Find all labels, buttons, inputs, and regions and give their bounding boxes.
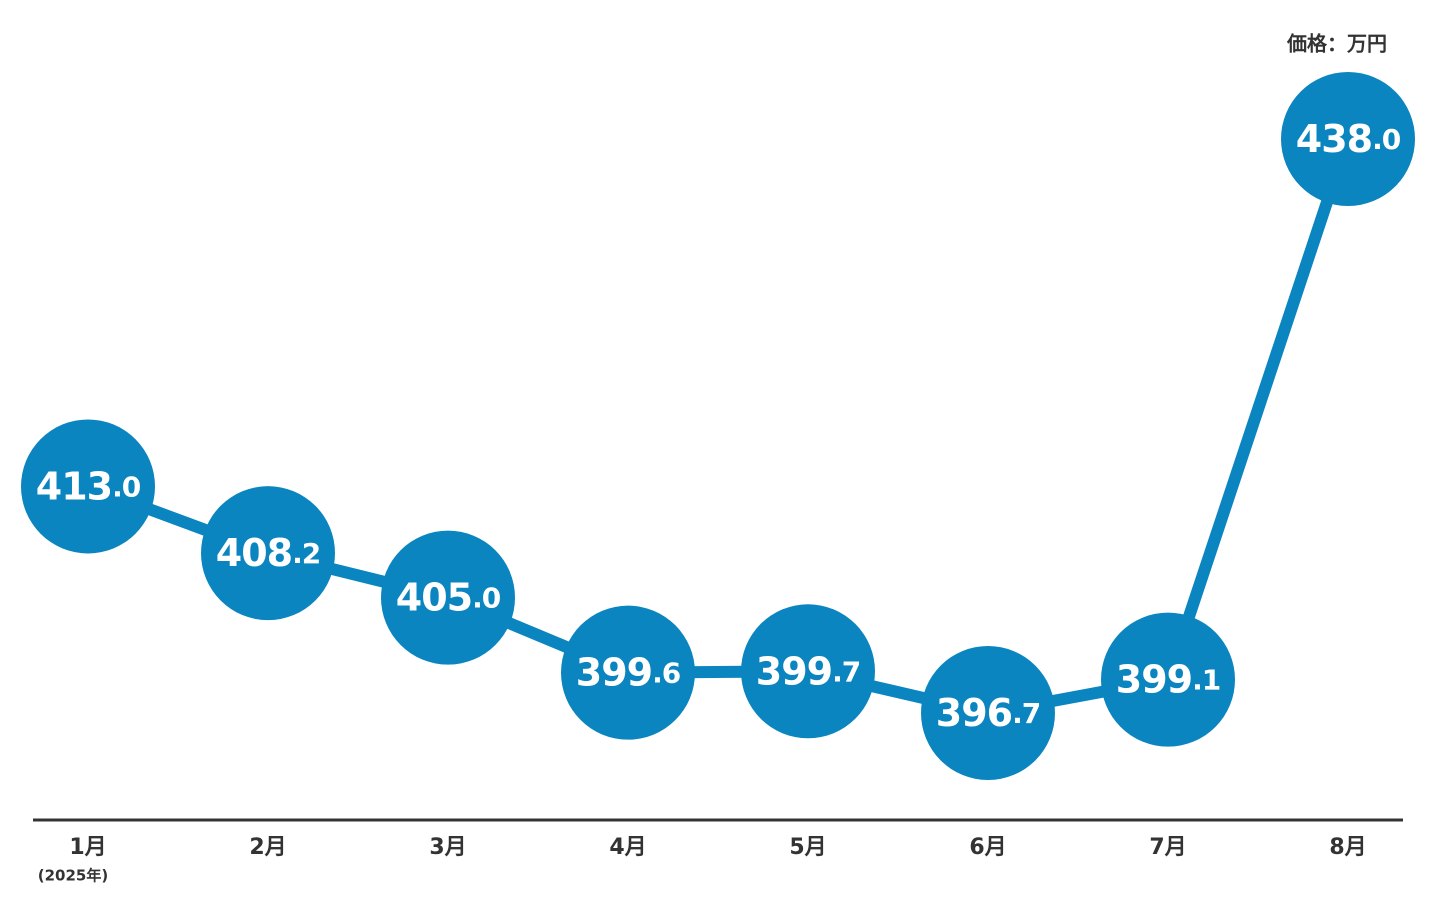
x-tick-label: 1月 — [69, 835, 106, 860]
value-label: 438.0 — [1296, 116, 1401, 160]
point — [921, 645, 1055, 780]
value-label: 405.0 — [396, 575, 501, 619]
x-tick-label: 5月 — [789, 835, 826, 860]
value-label: 399.6 — [576, 650, 680, 694]
point — [381, 530, 515, 665]
point — [561, 605, 695, 740]
value-label: 413.0 — [36, 464, 141, 508]
point — [201, 486, 335, 621]
x-tick-label: 2月 — [249, 835, 286, 860]
point — [1101, 612, 1235, 747]
x-tick-label: 4月 — [609, 835, 646, 860]
point — [741, 604, 875, 739]
point — [21, 419, 155, 554]
x-tick-label: 6月 — [969, 835, 1006, 860]
unit-label: 価格：万円 — [1286, 32, 1387, 56]
value-label: 399.7 — [756, 649, 860, 693]
value-label: 396.7 — [936, 690, 1040, 734]
x-tick-label: 7月 — [1149, 835, 1186, 860]
value-label: 399.1 — [1116, 657, 1220, 701]
point — [1281, 71, 1415, 206]
x-tick-label: 3月 — [429, 835, 466, 860]
value-label: 408.2 — [216, 531, 320, 575]
x-tick-label: 8月 — [1329, 835, 1366, 860]
x-tick-note: (2025年) — [38, 867, 108, 885]
